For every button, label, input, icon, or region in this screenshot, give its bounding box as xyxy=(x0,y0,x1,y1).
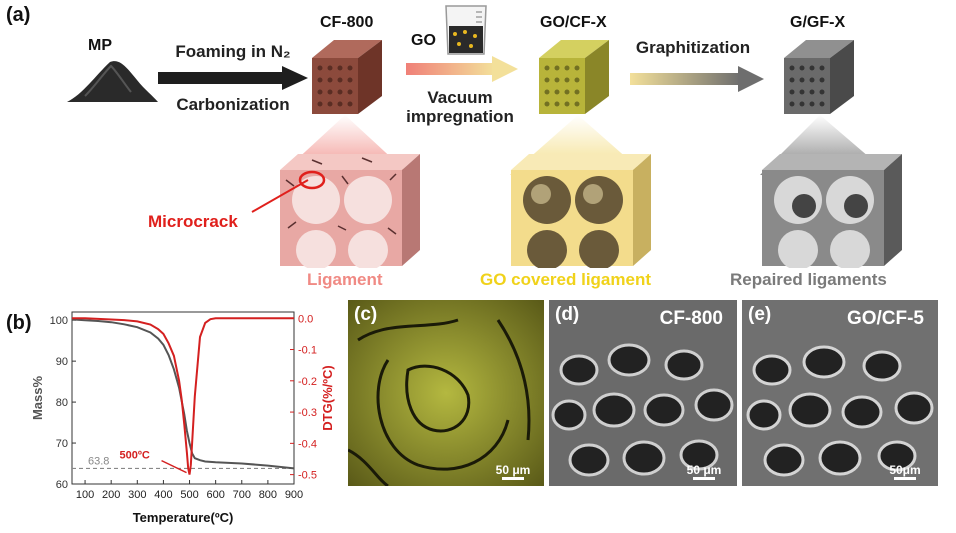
arrow-2-icon xyxy=(406,56,518,82)
ggfx-label: G/GF-X xyxy=(790,14,846,31)
panel-e-sem-image: (e) GO/CF-5 50μm xyxy=(742,300,938,486)
sem-micrograph-e xyxy=(742,300,938,486)
cf800-foam-cube xyxy=(312,40,382,114)
x-tick-label: 500 xyxy=(180,489,198,501)
microcrack-pointer xyxy=(251,179,309,213)
gocfx-label: GO/CF-X xyxy=(540,14,607,31)
beaker-icon xyxy=(445,5,487,55)
y-left-tick-label: 60 xyxy=(56,479,68,491)
x-tick-label: 200 xyxy=(102,489,120,501)
panel-d-scalebar: 50 μm xyxy=(679,463,729,480)
panel-c-scale-text: 50 μm xyxy=(495,463,531,477)
step3-top-label: Graphitization xyxy=(635,38,751,57)
y-left-tick-label: 70 xyxy=(56,438,68,450)
optical-micrograph xyxy=(348,300,544,486)
y-left-tick-label: 80 xyxy=(56,397,68,409)
powder-pile-icon xyxy=(67,61,158,102)
y-right-tick-label: -0.1 xyxy=(298,345,317,357)
panel-e-title: GO/CF-5 xyxy=(846,308,924,329)
panel-d-scale-text: 50 μm xyxy=(686,463,722,477)
gocfx-foam-cube xyxy=(539,40,609,114)
y-right-tick-label: -0.5 xyxy=(298,470,317,482)
x-tick-label: 900 xyxy=(285,489,303,501)
panel-c-optical-image: (c) 50 μm xyxy=(348,300,544,486)
panel-a-label: (a) xyxy=(6,4,31,26)
x-tick-label: 800 xyxy=(259,489,277,501)
sem-micrograph-d xyxy=(549,300,737,486)
step2-line1: Vacuum xyxy=(427,88,493,107)
repaired-label: Repaired ligaments xyxy=(730,270,887,289)
step1-bottom-label: Carbonization xyxy=(176,95,290,114)
arrow-3-icon xyxy=(630,66,764,92)
x-tick-label: 300 xyxy=(128,489,146,501)
panel-e-label: (e) xyxy=(748,304,772,325)
x-tick-label: 400 xyxy=(154,489,172,501)
panel-c-label: (c) xyxy=(354,304,378,325)
annotation-500-arrow xyxy=(161,459,187,474)
y-right-tick-label: -0.2 xyxy=(298,376,317,388)
panel-e-scale-text: 50μm xyxy=(889,463,921,477)
x-axis-label: Temperature(ºC) xyxy=(133,510,234,525)
cf800-label: CF-800 xyxy=(320,14,374,31)
panel-b-label: (b) xyxy=(6,312,32,334)
y-left-axis-label: Mass% xyxy=(30,376,45,421)
panel-d-title: CF-800 xyxy=(659,308,723,329)
annotation-63-8: 63.8 xyxy=(88,455,109,467)
panel-c-scalebar: 50 μm xyxy=(488,463,538,480)
ggfx-foam-cube xyxy=(784,40,854,114)
ligament-block xyxy=(280,154,420,268)
tga-chart: 100 200 300 400 500 600 700 800 900 60 70 80 90 100 0.… xyxy=(30,311,335,525)
panel-d-label: (d) xyxy=(555,304,580,325)
step1-top-label: Foaming in N₂ xyxy=(175,42,291,61)
go-label: GO xyxy=(411,32,436,49)
go-ligament-label: GO covered ligament xyxy=(480,270,651,289)
panel-d-scale-bar xyxy=(693,477,715,480)
mass-series-line xyxy=(71,318,295,470)
x-tick-label: 100 xyxy=(76,489,94,501)
repaired-ligament-block xyxy=(762,154,902,268)
y-right-tick-label: -0.3 xyxy=(298,407,317,419)
step2-line2: impregnation xyxy=(406,107,514,126)
panel-e-scale-bar xyxy=(894,477,916,480)
y-right-tick-label: 0.0 xyxy=(298,313,313,325)
go-covered-ligament-block xyxy=(511,154,651,268)
y-right-tick-label: -0.4 xyxy=(298,438,317,450)
step2-bottom-label: Vacuum impregnation xyxy=(400,88,520,126)
mp-label: MP xyxy=(88,37,112,54)
x-tick-label: 700 xyxy=(233,489,251,501)
plot-frame xyxy=(71,311,295,485)
y-left-tick-label: 100 xyxy=(50,315,68,327)
arrow-1-icon xyxy=(158,66,308,90)
ligament-label: Ligament xyxy=(307,270,383,289)
dtg-series-line xyxy=(72,317,294,475)
x-tick-label: 600 xyxy=(206,489,224,501)
y-right-axis-label: DTG(%/ºC) xyxy=(320,365,335,430)
annotation-500c: 500ºC xyxy=(120,450,150,462)
panel-c-scale-bar xyxy=(502,477,524,480)
panel-e-scalebar: 50μm xyxy=(880,463,930,480)
microcrack-label: Microcrack xyxy=(148,212,238,231)
panel-d-sem-image: (d) CF-800 50 μm xyxy=(549,300,737,486)
y-left-tick-label: 90 xyxy=(56,356,68,368)
